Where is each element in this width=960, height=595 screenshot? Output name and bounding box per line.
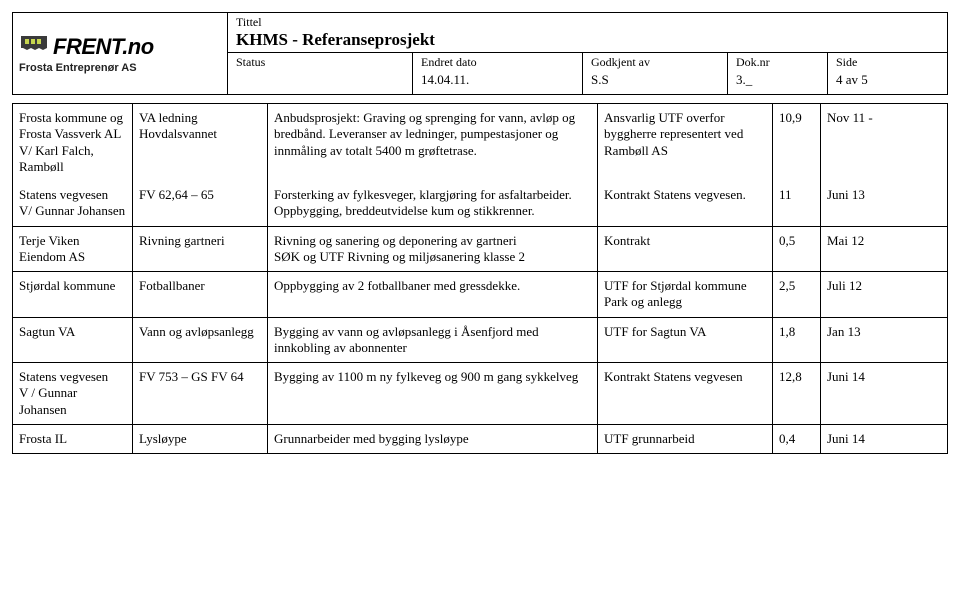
header-meta: Tittel KHMS - Referanseprosjekt Status E… — [228, 13, 947, 94]
doknr-value: 3._ — [736, 72, 819, 88]
table-cell: Vann og avløpsanlegg — [133, 317, 268, 363]
doknr-cell: Dok.nr 3._ — [728, 53, 828, 94]
status-cell: Status — [228, 53, 413, 94]
approved-cell: Godkjent av S.S — [583, 53, 728, 94]
logo-subtitle: Frosta Entreprenør AS — [19, 62, 221, 74]
logo-text: FRENT.no — [53, 34, 154, 60]
table-cell: Stjørdal kommune — [13, 272, 133, 318]
table-row: Frosta ILLysløypeGrunnarbeider med byggi… — [13, 424, 948, 453]
document-header: FRENT.no Frosta Entreprenør AS Tittel KH… — [12, 12, 948, 95]
table-cell: Nov 11 - — [821, 104, 948, 182]
table-cell: UTF for Stjørdal kommune Park og anlegg — [598, 272, 773, 318]
table-cell: FV 753 – GS FV 64 — [133, 363, 268, 425]
date-cell: Endret dato 14.04.11. — [413, 53, 583, 94]
table-cell: FV 62,64 – 65 — [133, 181, 268, 226]
table-cell: Grunnarbeider med bygging lysløype — [268, 424, 598, 453]
date-value: 14.04.11. — [421, 72, 574, 88]
table-cell: Statens vegvesen V / Gunnar Johansen — [13, 363, 133, 425]
table-row: Sagtun VAVann og avløpsanleggBygging av … — [13, 317, 948, 363]
table-cell: Rivning gartneri — [133, 226, 268, 272]
doknr-label: Dok.nr — [736, 55, 819, 70]
title-block: Tittel KHMS - Referanseprosjekt — [228, 13, 947, 53]
table-cell: 11 — [773, 181, 821, 226]
meta-row: Status Endret dato 14.04.11. Godkjent av… — [228, 53, 947, 94]
table-cell: Kontrakt Statens vegvesen. — [598, 181, 773, 226]
table-cell: Jan 13 — [821, 317, 948, 363]
table-cell: Forsterking av fylkesveger, klargjøring … — [268, 181, 598, 226]
table-cell: Lysløype — [133, 424, 268, 453]
page-value: 4 av 5 — [836, 72, 939, 88]
table-cell: UTF grunnarbeid — [598, 424, 773, 453]
logo-cell: FRENT.no Frosta Entreprenør AS — [13, 13, 228, 94]
table-cell: Juli 12 — [821, 272, 948, 318]
table-cell: Juni 14 — [821, 424, 948, 453]
date-label: Endret dato — [421, 55, 574, 70]
table-cell: UTF for Sagtun VA — [598, 317, 773, 363]
table-cell: 1,8 — [773, 317, 821, 363]
table-cell: 10,9 — [773, 104, 821, 182]
table-cell: 0,5 — [773, 226, 821, 272]
table-cell: Kontrakt — [598, 226, 773, 272]
title-label: Tittel — [236, 15, 939, 30]
table-cell: Frosta IL — [13, 424, 133, 453]
table-cell: Terje Viken Eiendom AS — [13, 226, 133, 272]
page-label: Side — [836, 55, 939, 70]
shield-icon — [19, 34, 49, 60]
status-label: Status — [236, 55, 404, 70]
table-cell: Oppbygging av 2 fotballbaner med gressde… — [268, 272, 598, 318]
approved-label: Godkjent av — [591, 55, 719, 70]
table-row: Statens vegvesen V/ Gunnar JohansenFV 62… — [13, 181, 948, 226]
table-cell: 12,8 — [773, 363, 821, 425]
table-cell: Fotballbaner — [133, 272, 268, 318]
table-cell: Juni 14 — [821, 363, 948, 425]
table-cell: Anbudsprosjekt: Graving og sprenging for… — [268, 104, 598, 182]
table-cell: Bygging av vann og avløpsanlegg i Åsenfj… — [268, 317, 598, 363]
table-cell: Rivning og sanering og deponering av gar… — [268, 226, 598, 272]
table-row: Frosta kommune og Frosta Vassverk AL V/ … — [13, 104, 948, 182]
projects-table: Frosta kommune og Frosta Vassverk AL V/ … — [12, 103, 948, 454]
approved-value: S.S — [591, 72, 719, 88]
table-cell: 2,5 — [773, 272, 821, 318]
table-cell: Mai 12 — [821, 226, 948, 272]
logo-line: FRENT.no — [19, 34, 221, 60]
table-cell: Ansvarlig UTF overfor byggherre represen… — [598, 104, 773, 182]
table-row: Terje Viken Eiendom ASRivning gartneriRi… — [13, 226, 948, 272]
table-cell: Juni 13 — [821, 181, 948, 226]
table-cell: VA ledning Hovdalsvannet — [133, 104, 268, 182]
table-cell: Bygging av 1100 m ny fylkeveg og 900 m g… — [268, 363, 598, 425]
page-cell: Side 4 av 5 — [828, 53, 947, 94]
table-cell: Frosta kommune og Frosta Vassverk AL V/ … — [13, 104, 133, 182]
table-cell: Sagtun VA — [13, 317, 133, 363]
table-cell: Kontrakt Statens vegvesen — [598, 363, 773, 425]
table-row: Statens vegvesen V / Gunnar JohansenFV 7… — [13, 363, 948, 425]
table-row: Stjørdal kommuneFotballbanerOppbygging a… — [13, 272, 948, 318]
document-title: KHMS - Referanseprosjekt — [236, 30, 939, 50]
table-cell: Statens vegvesen V/ Gunnar Johansen — [13, 181, 133, 226]
table-cell: 0,4 — [773, 424, 821, 453]
